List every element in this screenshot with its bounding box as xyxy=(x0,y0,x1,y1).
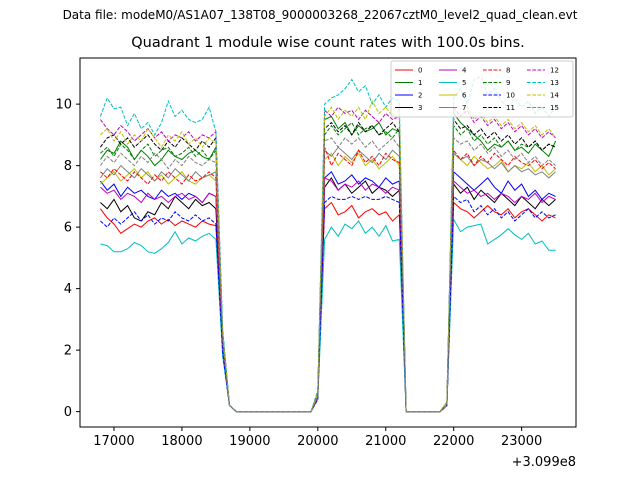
series-line-10 xyxy=(100,195,556,413)
legend-label-8: 8 xyxy=(506,67,510,75)
legend-label-10: 10 xyxy=(506,92,515,100)
x-tick-label: 18000 xyxy=(161,434,202,449)
series-line-5 xyxy=(100,217,556,413)
legend-label-6: 6 xyxy=(462,92,467,100)
legend-label-2: 2 xyxy=(418,92,422,100)
legend-label-9: 9 xyxy=(506,79,510,87)
series-line-0 xyxy=(99,201,556,413)
x-tick-label: 23000 xyxy=(501,434,542,449)
legend-label-0: 0 xyxy=(418,67,422,75)
series-line-7 xyxy=(99,146,556,413)
x-tick-label: 21000 xyxy=(365,434,406,449)
legend-label-11: 11 xyxy=(506,104,515,112)
data-file-suptitle: Data file: modeM0/AS1A07_138T08_90000032… xyxy=(62,8,578,22)
plot-frame xyxy=(79,57,577,428)
series-line-8 xyxy=(100,147,556,413)
x-tick-label: 19000 xyxy=(229,434,270,449)
legend-label-3: 3 xyxy=(418,104,422,112)
legend-label-13: 13 xyxy=(550,79,559,87)
series-line-9 xyxy=(100,121,556,413)
axes-layer: 17000 18000 19000 20000 21000 22000 23000+3.09… xyxy=(55,57,577,470)
series-line-4 xyxy=(100,177,556,413)
x-tick-label: 22000 xyxy=(433,434,474,449)
legend-label-4: 4 xyxy=(462,67,467,75)
series-line-6 xyxy=(100,152,556,413)
series-line-15 xyxy=(99,136,556,413)
series-line-12 xyxy=(99,105,556,413)
chart-title: Quadrant 1 module wise count rates with … xyxy=(131,35,525,51)
legend-label-7: 7 xyxy=(462,104,466,112)
series-layer xyxy=(99,75,557,413)
series-line-2 xyxy=(99,170,556,413)
y-tick-label: 4 xyxy=(64,282,72,297)
series-line-11 xyxy=(99,118,556,413)
y-tick-label: 10 xyxy=(55,98,72,113)
y-tick-label: 6 xyxy=(64,221,72,236)
y-tick-label: 2 xyxy=(64,344,72,359)
y-tick-label: 0 xyxy=(64,405,72,420)
y-tick-label: 8 xyxy=(64,159,72,174)
x-tick-label: 20000 xyxy=(297,434,338,449)
legend-label-12: 12 xyxy=(550,67,559,75)
legend-label-5: 5 xyxy=(462,79,466,87)
x-tick-label: 17000 xyxy=(93,434,134,449)
legend-label-1: 1 xyxy=(418,79,422,87)
legend-label-14: 14 xyxy=(550,92,559,100)
x-offset-label: +3.099e8 xyxy=(512,455,576,470)
legend-box xyxy=(390,60,574,118)
series-line-1 xyxy=(99,111,557,413)
series-line-3 xyxy=(100,176,556,413)
legend-label-15: 15 xyxy=(550,104,559,112)
